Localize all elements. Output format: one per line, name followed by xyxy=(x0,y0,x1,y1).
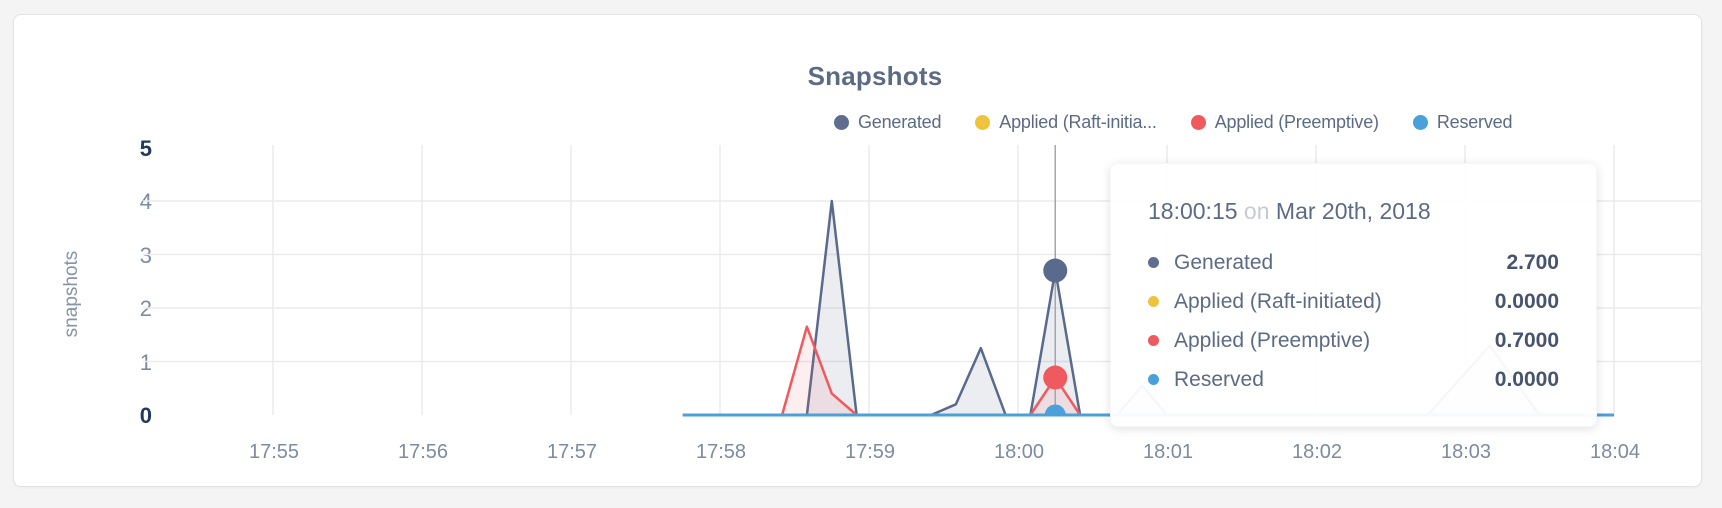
hover-dot-3 xyxy=(1044,404,1066,417)
legend-dot-reserved-icon xyxy=(1412,115,1428,130)
tooltip-separator: on xyxy=(1243,198,1270,224)
chart-legend: Generated Applied (Raft-initia... Applie… xyxy=(834,112,1512,133)
legend-item-reserved[interactable]: Reserved xyxy=(1412,112,1513,133)
tooltip-time: 18:00:15 xyxy=(1148,198,1238,224)
tooltip-row-value: 2.700 xyxy=(1506,250,1559,274)
x-tick-label: 17:57 xyxy=(546,441,598,463)
legend-dot-generated-icon xyxy=(834,115,849,130)
legend-dot-applied-preemptive-icon xyxy=(1190,115,1206,130)
tooltip-dot-applied-preemptive-icon xyxy=(1148,335,1159,346)
y-tick-label: 0 xyxy=(139,403,152,428)
tooltip-dot-applied-raft-icon xyxy=(1148,296,1159,307)
hover-dot-2 xyxy=(1043,365,1068,390)
tooltip-row-value: 0.0000 xyxy=(1494,367,1559,391)
y-tick-label: 5 xyxy=(139,135,152,161)
tooltip-row-value: 0.0000 xyxy=(1494,289,1559,313)
legend-label: Applied (Raft-initia... xyxy=(999,112,1157,132)
legend-dot-applied-raft-icon xyxy=(975,115,991,130)
hover-tooltip: 18:00:15 on Mar 20th, 2018 Generated 2.7… xyxy=(1110,163,1597,427)
legend-label: Reserved xyxy=(1436,112,1513,132)
legend-item-generated[interactable]: Generated xyxy=(834,112,941,133)
x-tick-label: 17:56 xyxy=(397,441,449,463)
tooltip-row-value: 0.7000 xyxy=(1494,328,1559,352)
legend-item-applied-raft[interactable]: Applied (Raft-initia... xyxy=(975,112,1157,133)
x-tick-label: 18:04 xyxy=(1589,441,1641,463)
tooltip-dot-generated-icon xyxy=(1148,257,1159,268)
tooltip-row-label: Applied (Raft-initiated) xyxy=(1174,289,1382,313)
tooltip-date: Mar 20th, 2018 xyxy=(1275,198,1431,224)
x-tick-label: 17:59 xyxy=(844,441,896,463)
x-tick-label: 17:55 xyxy=(248,441,300,463)
tooltip-row-generated: Generated 2.700 xyxy=(1148,243,1559,282)
legend-label: Applied (Preemptive) xyxy=(1214,112,1379,132)
tooltip-dot-reserved-icon xyxy=(1148,374,1159,385)
chart-title: Snapshots xyxy=(807,61,943,91)
x-tick-label: 18:03 xyxy=(1440,441,1492,463)
tooltip-row-label: Applied (Preemptive) xyxy=(1174,328,1371,352)
legend-item-applied-preemptive[interactable]: Applied (Preemptive) xyxy=(1190,112,1379,133)
tooltip-row-reserved: Reserved 0.0000 xyxy=(1148,360,1559,399)
tooltip-row-applied-preemptive: Applied (Preemptive) 0.7000 xyxy=(1148,321,1559,360)
x-tick-label: 17:58 xyxy=(695,441,747,463)
x-tick-label: 18:00 xyxy=(993,441,1045,463)
x-tick-label: 18:02 xyxy=(1291,441,1343,463)
hover-dot-0 xyxy=(1043,258,1068,283)
tooltip-row-label: Reserved xyxy=(1174,367,1264,391)
tooltip-row-applied-raft: Applied (Raft-initiated) 0.0000 xyxy=(1148,282,1559,321)
tooltip-header: 18:00:15 on Mar 20th, 2018 xyxy=(1148,198,1559,225)
tooltip-row-label: Generated xyxy=(1174,250,1274,274)
legend-label: Generated xyxy=(858,112,942,132)
x-tick-label: 18:01 xyxy=(1142,441,1194,463)
